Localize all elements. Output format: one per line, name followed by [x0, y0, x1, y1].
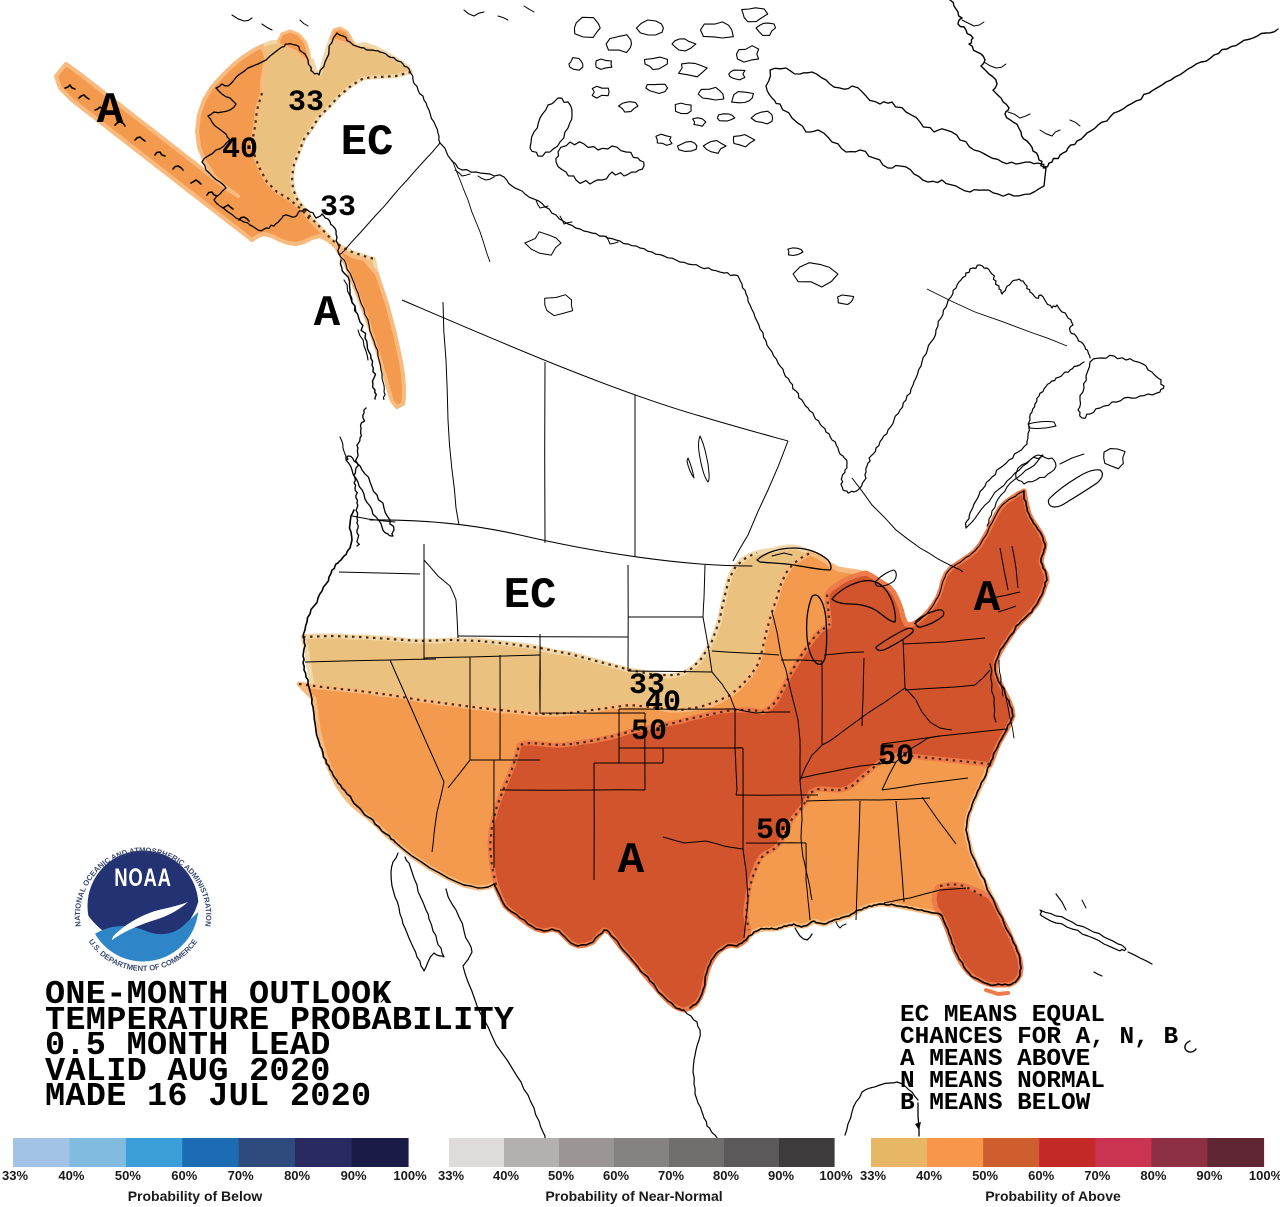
svg-text:90%: 90% [768, 1168, 794, 1183]
svg-text:Probability of Below: Probability of Below [128, 1188, 263, 1204]
svg-text:100%: 100% [393, 1168, 427, 1183]
svg-text:33%: 33% [438, 1168, 464, 1183]
svg-text:EC MEANS EQUAL: EC MEANS EQUAL [900, 1002, 1105, 1029]
svg-text:40%: 40% [916, 1168, 942, 1183]
svg-text:100%: 100% [1249, 1168, 1280, 1183]
svg-text:TEMPERATURE PROBABILITY: TEMPERATURE PROBABILITY [45, 1002, 515, 1040]
svg-text:Probability of Above: Probability of Above [985, 1188, 1121, 1204]
svg-text:90%: 90% [341, 1168, 367, 1183]
svg-text:60%: 60% [171, 1168, 197, 1183]
svg-text:VALID AUG 2020: VALID AUG 2020 [45, 1053, 331, 1091]
svg-text:0.5 MONTH LEAD: 0.5 MONTH LEAD [45, 1027, 331, 1065]
svg-text:EC: EC [504, 571, 557, 621]
svg-text:80%: 80% [1140, 1168, 1166, 1183]
svg-text:33: 33 [320, 191, 356, 225]
svg-text:33: 33 [288, 86, 324, 120]
svg-text:100%: 100% [819, 1168, 853, 1183]
svg-text:EC: EC [341, 118, 394, 168]
svg-text:A: A [314, 289, 341, 339]
svg-text:N MEANS NORMAL: N MEANS NORMAL [900, 1068, 1105, 1095]
svg-text:70%: 70% [228, 1168, 254, 1183]
svg-text:80%: 80% [284, 1168, 310, 1183]
svg-text:40: 40 [645, 686, 681, 720]
svg-text:80%: 80% [713, 1168, 739, 1183]
svg-text:A: A [97, 86, 124, 136]
svg-text:70%: 70% [1084, 1168, 1110, 1183]
svg-text:40%: 40% [58, 1168, 84, 1183]
svg-text:33: 33 [629, 669, 665, 703]
svg-text:60%: 60% [1028, 1168, 1054, 1183]
svg-text:A MEANS ABOVE: A MEANS ABOVE [900, 1046, 1090, 1073]
svg-text:60%: 60% [603, 1168, 629, 1183]
svg-text:50%: 50% [115, 1168, 141, 1183]
svg-text:A: A [974, 574, 1001, 624]
svg-text:NOAA: NOAA [114, 863, 171, 891]
svg-text:A: A [618, 836, 645, 886]
svg-text:90%: 90% [1196, 1168, 1222, 1183]
svg-text:33%: 33% [2, 1168, 28, 1183]
svg-text:40%: 40% [493, 1168, 519, 1183]
svg-text:40: 40 [222, 133, 258, 167]
svg-text:50: 50 [631, 715, 667, 749]
svg-text:CHANCES FOR A, N, B: CHANCES FOR A, N, B [900, 1024, 1178, 1051]
svg-text:33%: 33% [860, 1168, 886, 1183]
svg-text:50: 50 [756, 814, 792, 848]
svg-text:B MEANS BELOW: B MEANS BELOW [900, 1090, 1091, 1117]
svg-text:50: 50 [878, 740, 914, 774]
svg-text:50%: 50% [548, 1168, 574, 1183]
svg-text:50%: 50% [972, 1168, 998, 1183]
svg-text:ONE-MONTH OUTLOOK: ONE-MONTH OUTLOOK [45, 976, 392, 1014]
svg-text:70%: 70% [658, 1168, 684, 1183]
svg-text:Probability of Near-Normal: Probability of Near-Normal [545, 1188, 722, 1204]
svg-text:MADE 16 JUL 2020: MADE 16 JUL 2020 [45, 1078, 371, 1116]
